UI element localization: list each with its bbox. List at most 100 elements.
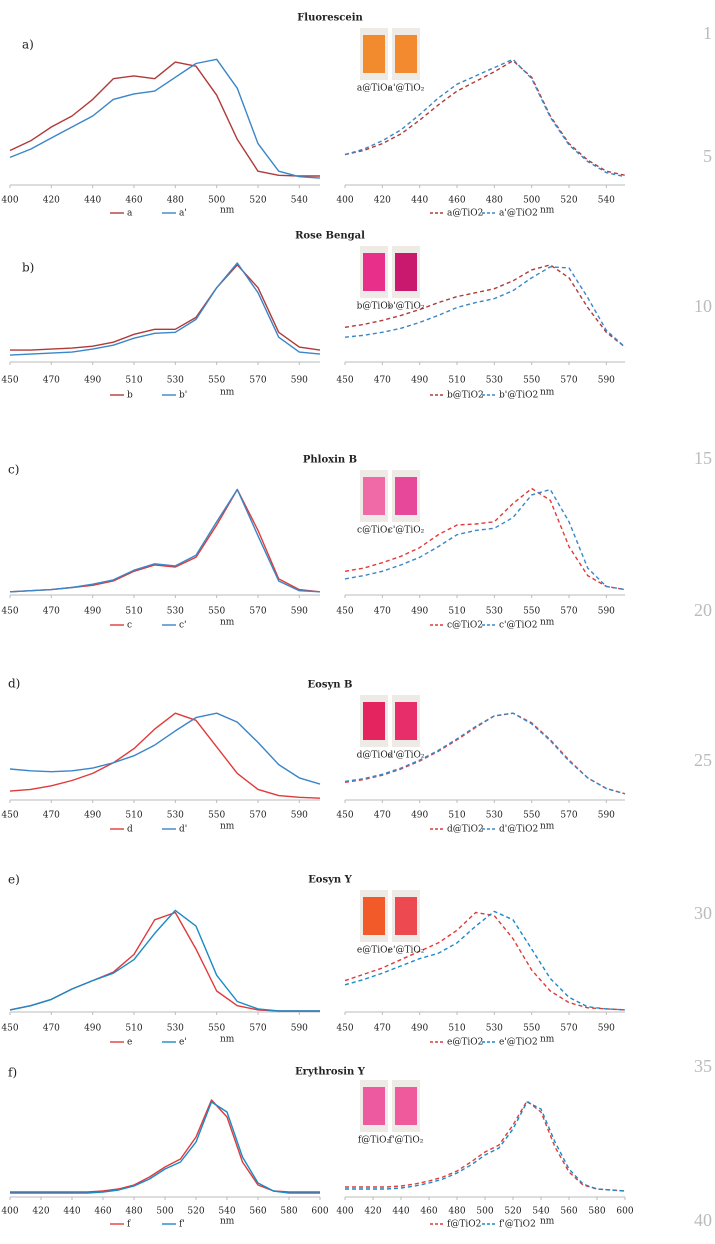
x-tick-label: 510 [448, 811, 465, 821]
x-tick-label: 550 [208, 811, 225, 821]
x-tick-label: 500 [476, 1207, 493, 1217]
x-tick-label: 580 [588, 1207, 605, 1217]
line-number: 1 [703, 23, 712, 43]
spectrum-line [10, 265, 320, 350]
x-tick-label: 550 [523, 376, 540, 386]
x-tick-label: 440 [392, 1207, 409, 1217]
x-tick-label: 530 [486, 1024, 503, 1034]
panel-label: a) [22, 38, 34, 52]
x-tick-label: 450 [1, 607, 18, 617]
x-tick-label: 590 [598, 1024, 615, 1034]
x-tick-label: 470 [43, 811, 60, 821]
x-tick-label: 570 [249, 1024, 266, 1034]
spectrum-line [10, 59, 320, 178]
vial-label: f@TiO₂ [358, 1136, 391, 1146]
x-tick-label: 550 [208, 376, 225, 386]
x-tick-label: 470 [43, 607, 60, 617]
x-tick-label: 500 [208, 196, 225, 206]
x-tick-label: 560 [560, 1207, 577, 1217]
legend-label: b [127, 391, 133, 401]
x-tick-label: 550 [523, 607, 540, 617]
x-tick-label: 510 [125, 1024, 142, 1034]
vial-label: a@TiO₂ [357, 84, 392, 94]
x-tick-label: 520 [560, 196, 577, 206]
x-tick-label: 490 [411, 1024, 428, 1034]
x-tick-label: 450 [336, 1024, 353, 1034]
x-tick-label: 590 [598, 811, 615, 821]
x-tick-label: 530 [167, 1024, 184, 1034]
vial-color [395, 35, 417, 73]
x-tick-label: 490 [411, 376, 428, 386]
legend-label: e [127, 1038, 132, 1048]
x-axis-label: nm [220, 822, 235, 832]
panel-title: Erythrosin Y [295, 1067, 366, 1078]
x-tick-label: 590 [291, 607, 308, 617]
x-tick-label: 590 [291, 376, 308, 386]
x-tick-label: 490 [84, 1024, 101, 1034]
vial-color [395, 1087, 417, 1125]
panel-label: b) [22, 261, 34, 275]
x-tick-label: 540 [598, 196, 615, 206]
x-tick-label: 590 [598, 376, 615, 386]
x-tick-label: 590 [291, 811, 308, 821]
x-tick-label: 440 [63, 1207, 80, 1217]
x-tick-label: 470 [374, 811, 391, 821]
x-tick-label: 570 [560, 376, 577, 386]
x-tick-label: 590 [291, 1024, 308, 1034]
x-axis-label: nm [540, 206, 555, 216]
x-tick-label: 510 [125, 376, 142, 386]
x-tick-label: 540 [532, 1207, 549, 1217]
legend-label: b' [179, 391, 187, 401]
x-tick-label: 510 [125, 607, 142, 617]
line-number: 40 [694, 1210, 712, 1230]
x-tick-label: 550 [523, 1024, 540, 1034]
legend-label: c'@TiO2 [499, 621, 538, 631]
legend-label: b'@TiO2 [499, 391, 538, 401]
spectrum-line [10, 62, 320, 176]
spectrum-line [10, 263, 320, 355]
panel-title: Eosyn B [308, 680, 353, 691]
vial-label: a'@TiO₂ [388, 84, 425, 94]
vial-color [395, 477, 417, 515]
spectrum-line [10, 713, 320, 784]
x-tick-label: 530 [486, 607, 503, 617]
panel-title: Phloxin B [303, 455, 357, 466]
x-tick-label: 450 [336, 607, 353, 617]
x-tick-label: 570 [560, 811, 577, 821]
panel-label: f) [8, 1066, 17, 1080]
vial-label: c'@TiO₂ [388, 526, 425, 536]
legend-label: a@TiO2 [447, 209, 483, 219]
panel-title: Rose Bengal [295, 231, 365, 242]
legend-label: e' [179, 1038, 187, 1048]
x-axis-label: nm [220, 1035, 235, 1045]
legend-label: a [127, 209, 133, 219]
x-tick-label: 570 [249, 607, 266, 617]
x-tick-label: 570 [560, 607, 577, 617]
line-number: 35 [694, 1056, 712, 1076]
x-tick-label: 470 [374, 1024, 391, 1034]
x-tick-label: 530 [167, 811, 184, 821]
x-tick-label: 520 [187, 1207, 204, 1217]
spectrum-line [10, 910, 320, 1011]
x-tick-label: 420 [32, 1207, 49, 1217]
line-number: 25 [694, 750, 712, 770]
line-number: 5 [703, 146, 712, 166]
spectrum-line [10, 1102, 320, 1193]
x-tick-label: 420 [364, 1207, 381, 1217]
x-tick-label: 510 [448, 376, 465, 386]
line-number: 20 [694, 600, 712, 620]
x-tick-label: 580 [280, 1207, 297, 1217]
vial-label: b'@TiO₂ [387, 302, 424, 312]
x-axis-label: nm [220, 618, 235, 628]
x-tick-label: 530 [167, 607, 184, 617]
legend-label: f [127, 1220, 131, 1230]
vial-label: c@TiO₂ [357, 526, 391, 536]
panel-label: e) [8, 873, 20, 887]
legend-label: c@TiO2 [447, 621, 483, 631]
legend-label: d'@TiO2 [499, 825, 538, 835]
vial-label: d'@TiO₂ [387, 751, 424, 761]
legend-label: f' [179, 1220, 185, 1230]
vial-color [363, 35, 385, 73]
legend-label: d' [179, 825, 187, 835]
x-tick-label: 570 [249, 376, 266, 386]
